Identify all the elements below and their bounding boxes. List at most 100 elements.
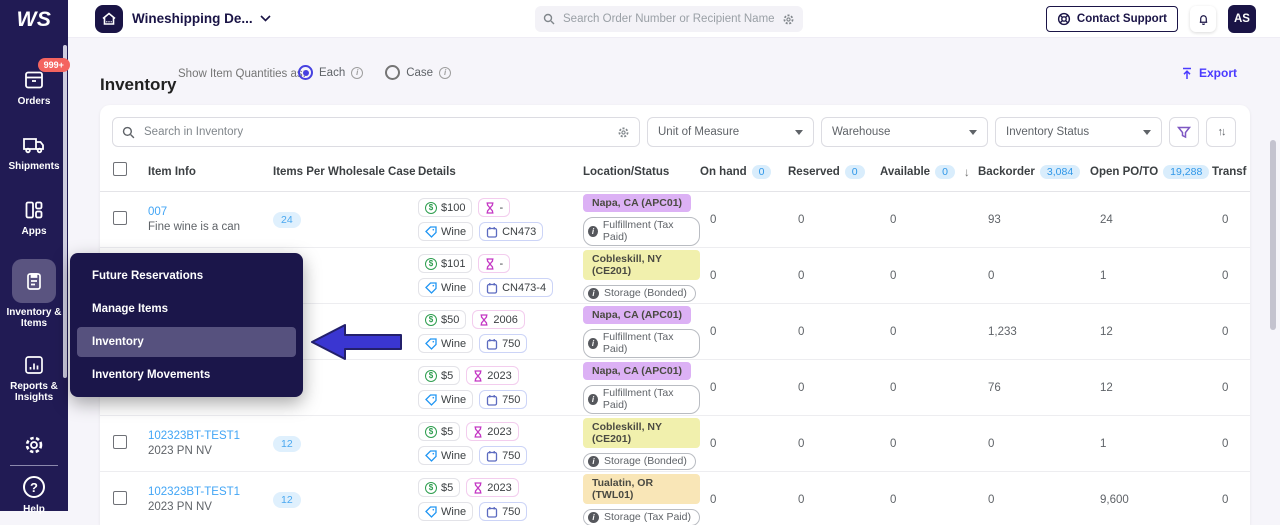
table-row[interactable]: 102323BT-TEST1 2023 PN NV 12 $$5 2023 bbox=[100, 416, 1250, 472]
vintage-chip: 2023 bbox=[466, 478, 518, 497]
menu-item-inventory[interactable]: Inventory bbox=[77, 327, 296, 357]
inventory-status-select[interactable]: Inventory Status bbox=[995, 117, 1162, 147]
sidebar-item-reports-insights[interactable]: Reports &Insights bbox=[10, 353, 58, 403]
on-hand-value: 0 bbox=[700, 214, 788, 226]
case-info-icon[interactable]: i bbox=[439, 67, 451, 79]
col-item-info[interactable]: Item Info bbox=[148, 166, 273, 178]
menu-item-inventory-movements[interactable]: Inventory Movements bbox=[70, 360, 303, 390]
menu-item-future-reservations[interactable]: Future Reservations bbox=[70, 261, 303, 291]
sidebar-item-orders[interactable]: 999+ Orders bbox=[18, 68, 51, 107]
notifications-button[interactable] bbox=[1190, 6, 1216, 32]
hourglass-icon bbox=[479, 314, 489, 326]
top-right-actions: Contact Support AS bbox=[1046, 0, 1256, 38]
item-link[interactable]: 102323BT-TEST1 bbox=[148, 430, 273, 442]
item-link[interactable]: 007 bbox=[148, 206, 273, 218]
export-button[interactable]: Export bbox=[1181, 66, 1237, 80]
orders-count-badge: 999+ bbox=[38, 58, 70, 72]
vintage-chip: - bbox=[478, 254, 510, 273]
info-icon: i bbox=[588, 512, 599, 523]
per-case-badge: 12 bbox=[273, 436, 301, 452]
per-case-badge: 24 bbox=[273, 212, 301, 228]
contact-support-button[interactable]: Contact Support bbox=[1046, 6, 1178, 32]
category-chip: Wine bbox=[418, 446, 473, 465]
radio-case[interactable]: Case i bbox=[385, 65, 451, 80]
hourglass-icon bbox=[485, 258, 495, 270]
warehouse-select[interactable]: Warehouse bbox=[821, 117, 988, 147]
table-row[interactable]: 102323BT-TEST1 2023 PN NV 12 $$5 2023 bbox=[100, 472, 1250, 525]
sidebar-scrollbar[interactable] bbox=[63, 45, 67, 378]
available-value: 0 bbox=[880, 438, 978, 450]
company-selector-label[interactable]: Wineshipping De... bbox=[132, 11, 253, 26]
size-chip: 750 bbox=[479, 334, 527, 353]
open-po-value: 1 bbox=[1090, 438, 1212, 450]
home-button[interactable] bbox=[95, 5, 123, 33]
chevron-down-icon[interactable] bbox=[260, 15, 271, 22]
col-items-per-case[interactable]: Items Per Wholesale Case bbox=[273, 166, 418, 178]
select-all-checkbox[interactable] bbox=[113, 162, 127, 176]
row-checkbox[interactable] bbox=[113, 491, 127, 505]
search-icon bbox=[122, 126, 135, 139]
size-chip: 750 bbox=[479, 390, 527, 409]
table-row[interactable]: 007 Fine wine is a can 24 $$100 - bbox=[100, 192, 1250, 248]
backorder-value: 0 bbox=[978, 494, 1090, 506]
user-avatar[interactable]: AS bbox=[1228, 5, 1256, 33]
vintage-chip: - bbox=[478, 198, 510, 217]
radio-each[interactable]: Each i bbox=[298, 65, 363, 80]
menu-item-manage-items[interactable]: Manage Items bbox=[70, 294, 303, 324]
row-checkbox[interactable] bbox=[113, 211, 127, 225]
col-details[interactable]: Details bbox=[418, 166, 583, 178]
sidebar-settings[interactable] bbox=[22, 433, 46, 457]
backorder-value: 1,233 bbox=[978, 326, 1090, 338]
global-search-input[interactable] bbox=[561, 12, 782, 26]
row-checkbox[interactable] bbox=[113, 435, 127, 449]
funnel-icon bbox=[1177, 126, 1191, 139]
unit-of-measure-select[interactable]: Unit of Measure bbox=[647, 117, 814, 147]
available-value: 0 bbox=[880, 382, 978, 394]
inventory-search-input[interactable] bbox=[142, 125, 617, 139]
filter-button[interactable] bbox=[1169, 117, 1199, 147]
details-cell: $$101 - Wine CN473-4 bbox=[418, 254, 583, 297]
chevron-down-icon bbox=[795, 130, 803, 135]
reserved-value: 0 bbox=[788, 326, 880, 338]
page-scrollbar[interactable] bbox=[1270, 140, 1276, 330]
sort-button[interactable]: ↑↓ bbox=[1206, 117, 1236, 147]
col-transfer[interactable]: Transf bbox=[1212, 166, 1250, 178]
location-chip: Napa, CA (APC01) bbox=[583, 362, 691, 380]
sidebar-item-shipments[interactable]: Shipments bbox=[8, 133, 59, 172]
price-chip: $$5 bbox=[418, 478, 460, 497]
details-cell: $$5 2023 Wine 750 bbox=[418, 478, 583, 521]
item-description: Fine wine is a can bbox=[148, 221, 273, 233]
vintage-chip: 2023 bbox=[466, 366, 518, 385]
reserved-count-badge: 0 bbox=[845, 165, 865, 179]
details-cell: $$50 2006 Wine 750 bbox=[418, 310, 583, 353]
vintage-chip: 2006 bbox=[472, 310, 524, 329]
each-info-icon[interactable]: i bbox=[351, 67, 363, 79]
sort-desc-icon[interactable]: ↓ bbox=[964, 165, 970, 179]
calendar-refresh-icon bbox=[486, 394, 498, 406]
search-options-gear-icon[interactable] bbox=[617, 126, 630, 139]
col-location-status[interactable]: Location/Status bbox=[583, 166, 700, 178]
filter-bar: Unit of Measure Warehouse Inventory Stat… bbox=[100, 105, 1250, 150]
top-bar: Wineshipping De... Contact Support AS bbox=[68, 0, 1280, 38]
radio-each-control[interactable] bbox=[298, 65, 313, 80]
sidebar-item-inventory-items[interactable]: Inventory &Items bbox=[6, 259, 61, 329]
transfer-value: 0 bbox=[1212, 326, 1250, 338]
on-hand-value: 0 bbox=[700, 438, 788, 450]
sidebar-item-apps[interactable]: Apps bbox=[22, 198, 47, 237]
item-link[interactable]: 102323BT-TEST1 bbox=[148, 486, 273, 498]
inventory-submenu-popup: Future Reservations Manage Items Invento… bbox=[70, 253, 303, 397]
radio-case-control[interactable] bbox=[385, 65, 400, 80]
info-icon: i bbox=[588, 288, 599, 299]
on-hand-value: 0 bbox=[700, 494, 788, 506]
sidebar-item-help[interactable]: ? Help bbox=[23, 476, 45, 515]
search-settings-gear-icon[interactable] bbox=[782, 13, 795, 26]
ws-logo: WS bbox=[17, 8, 52, 32]
